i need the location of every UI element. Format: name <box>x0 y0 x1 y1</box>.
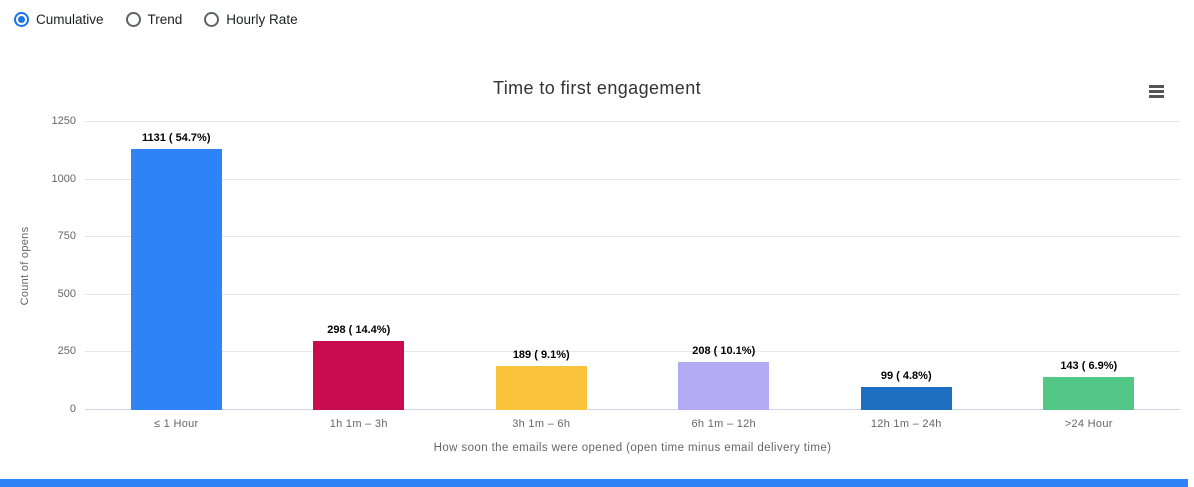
radio-button-icon[interactable] <box>125 12 141 27</box>
chart-context-menu-button[interactable] <box>1149 85 1164 98</box>
y-axis-tick-label: 1250 <box>51 115 76 127</box>
radio-trend[interactable]: Trend <box>125 12 183 27</box>
bar-data-label: 99 ( 4.8%) <box>880 370 932 383</box>
radio-trend-label: Trend <box>147 12 183 27</box>
bar-data-label: 1131 ( 54.7%) <box>142 132 211 145</box>
bar-data-label: 143 ( 6.9%) <box>1060 360 1118 373</box>
horizontal-scrollbar[interactable] <box>0 479 1188 487</box>
radio-button-icon[interactable] <box>14 12 29 27</box>
x-axis-category-label: 6h 1m – 12h <box>691 418 756 430</box>
x-axis-category-label: 3h 1m – 6h <box>512 418 571 430</box>
bar-data-label: 298 ( 14.4%) <box>327 324 391 337</box>
hamburger-icon <box>1149 85 1164 98</box>
gridline <box>85 293 1180 295</box>
radio-hourly-rate-label: Hourly Rate <box>226 12 298 27</box>
radio-hourly-rate[interactable]: Hourly Rate <box>204 12 298 27</box>
bar-5[interactable] <box>860 387 952 410</box>
y-axis-tick-label: 0 <box>69 403 76 415</box>
bar-1[interactable] <box>130 149 222 410</box>
y-axis-tick-label: 250 <box>57 345 76 358</box>
chart-mode-radio-group: Cumulative Trend Hourly Rate <box>14 12 298 27</box>
bar-4[interactable] <box>678 362 770 410</box>
radio-cumulative[interactable]: Cumulative <box>14 12 104 27</box>
x-axis-category-label: >24 Hour <box>1064 418 1113 430</box>
bar-2[interactable] <box>313 341 405 410</box>
plot-area: 1131 ( 54.7%) ≤ 1 Hour 298 ( 14.4%) 1h 1m –… <box>85 121 1180 430</box>
y-axis-tick-label: 500 <box>57 287 76 300</box>
bar-data-label: 189 ( 9.1%) <box>512 349 570 362</box>
radio-cumulative-label: Cumulative <box>36 12 104 27</box>
x-axis-category-label: 12h 1m – 24h <box>870 418 942 430</box>
bar-3[interactable] <box>495 366 587 410</box>
bar-6[interactable] <box>1043 377 1135 410</box>
gridline <box>85 236 1180 238</box>
chart-title: Time to first engagement <box>492 78 702 98</box>
gridline <box>85 178 1180 180</box>
gridline <box>85 121 1180 122</box>
y-axis-tick-label: 1000 <box>51 172 76 185</box>
bar-data-label: 208 ( 10.1%) <box>692 345 756 358</box>
x-axis-title: How soon the emails were opened (open ti… <box>433 442 832 454</box>
x-axis-category-label: 1h 1m – 3h <box>329 418 388 430</box>
x-axis-category-label: ≤ 1 Hour <box>153 418 199 430</box>
radio-button-icon[interactable] <box>204 12 220 27</box>
y-axis-tick-label: 750 <box>57 230 76 243</box>
gridline <box>85 351 1180 353</box>
x-axis-line <box>85 409 1180 410</box>
